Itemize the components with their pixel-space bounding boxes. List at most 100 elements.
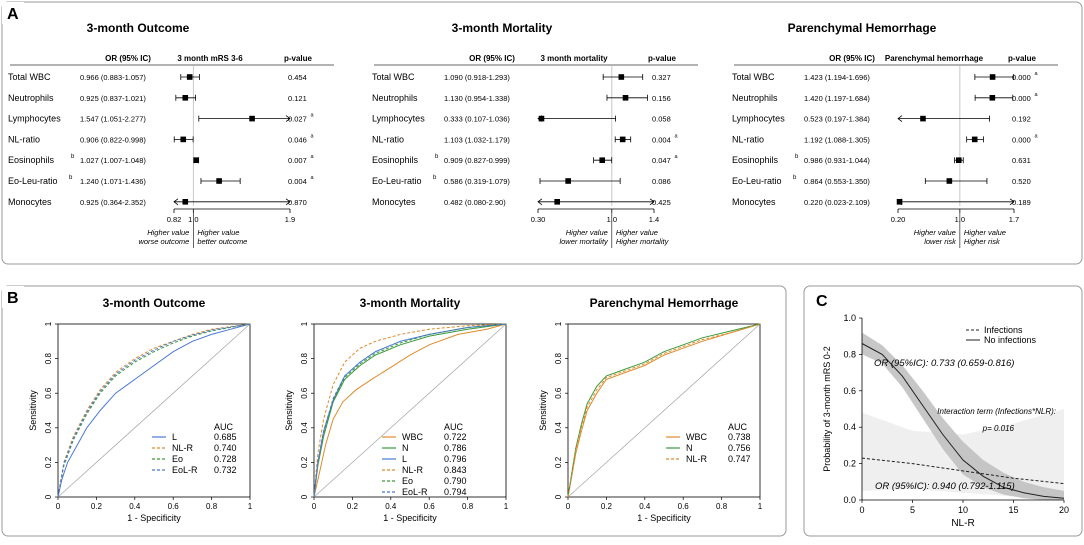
roc-y-tick-label: 0.2	[554, 456, 563, 468]
forest-direction-right: Higher value	[197, 228, 239, 237]
roc-legend-name: WBC	[402, 432, 423, 442]
forest-x-tick-label: 0.20	[891, 215, 906, 224]
panel-label-c: C	[816, 293, 828, 310]
forest-p-value: 0.631	[1012, 156, 1031, 165]
roc-legend-name: N	[402, 443, 409, 453]
roc-y-tick-label: 0.4	[554, 422, 563, 434]
forest-column-title: 3 month mortality	[540, 54, 608, 63]
forest-ci-arrow	[897, 115, 903, 122]
panel-c-frame	[803, 285, 1083, 537]
prob-x-tick-label: 0	[859, 505, 864, 515]
roc-legend-auc: 0.740	[214, 443, 237, 453]
forest-p-value: 0.000	[1012, 135, 1031, 144]
forest-sig-mark: a	[311, 175, 315, 181]
forest-row-label: Monocytes	[8, 197, 52, 207]
forest-or-header: OR (95% IC)	[829, 54, 875, 63]
forest-column-title: 3 month mRS 3-6	[177, 54, 243, 63]
roc-diagonal	[567, 323, 761, 498]
forest-or-value: 0.586 (0.319-1.079)	[444, 177, 510, 186]
prob-legend-label: Infections	[984, 325, 1023, 335]
forest-row-label: Monocytes	[372, 197, 416, 207]
roc-title: Parenchymal Hemorrhage	[590, 296, 739, 310]
forest-p-value: 0.007	[288, 156, 307, 165]
forest-direction-right: Higher mortality	[616, 237, 670, 246]
roc-curve	[57, 323, 251, 498]
forest-or-value: 0.925 (0.364-2.352)	[80, 198, 146, 207]
forest-sig-mark: a	[1035, 133, 1039, 139]
forest-x-tick-label: 1.7	[1009, 215, 1019, 224]
prob-legend-label: No infections	[984, 335, 1037, 345]
roc-legend-auc: 0.747	[728, 454, 751, 464]
roc-y-tick-label: 0.6	[300, 387, 309, 399]
roc-x-tick-label: 0.4	[129, 502, 141, 511]
forest-row-label: NL-ratio	[372, 134, 404, 144]
roc-title: 3-month Mortality	[360, 296, 461, 310]
roc-x-tick-label: 0.8	[716, 502, 728, 511]
roc-y-tick-label: 0.2	[44, 456, 53, 468]
forest-p-header: p-value	[1008, 54, 1037, 63]
prob-annotation-interaction: Interaction term (Infections*NLR):	[937, 407, 1056, 416]
forest-point	[193, 157, 200, 163]
roc-title: 3-month Outcome	[103, 296, 206, 310]
forest-row-label: Neutrophils	[732, 93, 778, 103]
forest-p-value: 0.425	[652, 198, 671, 207]
forest-p-value: 0.189	[1012, 198, 1031, 207]
forest-x-tick-label: 0.30	[531, 215, 546, 224]
roc-x-label: 1 - Specificity	[383, 513, 437, 523]
roc-x-tick-label: 0.8	[206, 502, 218, 511]
roc-legend-name: EoL-R	[402, 487, 428, 497]
prob-annotation-lower-or: OR (95%IC): 0.940 (0.792-1.115)	[875, 481, 1015, 492]
forest-superscript: b	[433, 175, 437, 181]
forest-p-value: 0.004	[652, 135, 671, 144]
forest-ci-arrow	[537, 198, 543, 206]
roc-y-tick-label: 0.4	[300, 422, 309, 434]
forest-p-value: 0.000	[1012, 94, 1031, 103]
forest-sig-mark: a	[1035, 92, 1039, 98]
prob-ci-band	[862, 332, 1064, 500]
forest-point	[182, 199, 189, 205]
roc-auc-header: AUC	[444, 422, 464, 432]
forest-row-label: Total WBC	[732, 72, 775, 82]
forest-p-value: 0.046	[288, 135, 307, 144]
forest-title: 3-month Outcome	[87, 21, 190, 35]
forest-point	[249, 115, 255, 122]
prob-x-tick-label: 15	[1008, 505, 1018, 515]
prob-curve	[861, 457, 1065, 485]
roc-legend-auc: 0.728	[214, 454, 237, 464]
forest-row-label: Eo-Leu-ratio	[8, 176, 58, 186]
forest-or-value: 0.906 (0.822-0.998)	[80, 135, 146, 144]
roc-y-tick-label: 1	[300, 321, 309, 326]
forest-p-header: p-value	[648, 54, 677, 63]
forest-or-value: 1.027 (1.007-1.048)	[80, 156, 146, 165]
roc-x-tick-label: 0.2	[347, 502, 359, 511]
forest-or-header: OR (95% IC)	[469, 54, 515, 63]
forest-or-value: 0.333 (0.107-1.036)	[444, 115, 510, 124]
forest-p-value: 0.004	[288, 177, 307, 186]
forest-or-value: 0.925 (0.837-1.021)	[80, 94, 146, 103]
roc-legend-name: WBC	[686, 432, 707, 442]
forest-point	[565, 178, 571, 184]
forest-p-value: 0.156	[652, 94, 671, 103]
forest-point	[554, 199, 560, 205]
roc-y-tick-label: 1	[44, 321, 53, 326]
roc-x-tick-label: 0.4	[385, 502, 397, 511]
forest-sig-mark: a	[675, 133, 679, 139]
roc-y-tick-label: 0.4	[44, 422, 53, 434]
roc-curve	[313, 323, 507, 498]
forest-point	[186, 74, 193, 80]
forest-direction-left: Higher value	[147, 228, 189, 237]
forest-or-value: 0.864 (0.553-1.350)	[804, 177, 870, 186]
prob-y-label: Probability of 3-month mRS 0-2	[822, 346, 832, 472]
roc-x-tick-label: 1	[248, 502, 253, 511]
roc-x-tick-label: 1	[504, 502, 509, 511]
roc-legend-auc: 0.738	[728, 432, 751, 442]
roc-y-tick-label: 0.8	[554, 352, 563, 364]
forest-row-label: Lymphocytes	[8, 114, 61, 124]
forest-superscript: b	[69, 175, 73, 181]
forest-superscript: b	[71, 154, 75, 160]
forest-point	[920, 115, 926, 122]
forest-sig-mark: a	[675, 154, 679, 160]
forest-or-value: 1.192 (1.088-1.305)	[804, 135, 870, 144]
roc-plot-frame	[567, 323, 761, 498]
